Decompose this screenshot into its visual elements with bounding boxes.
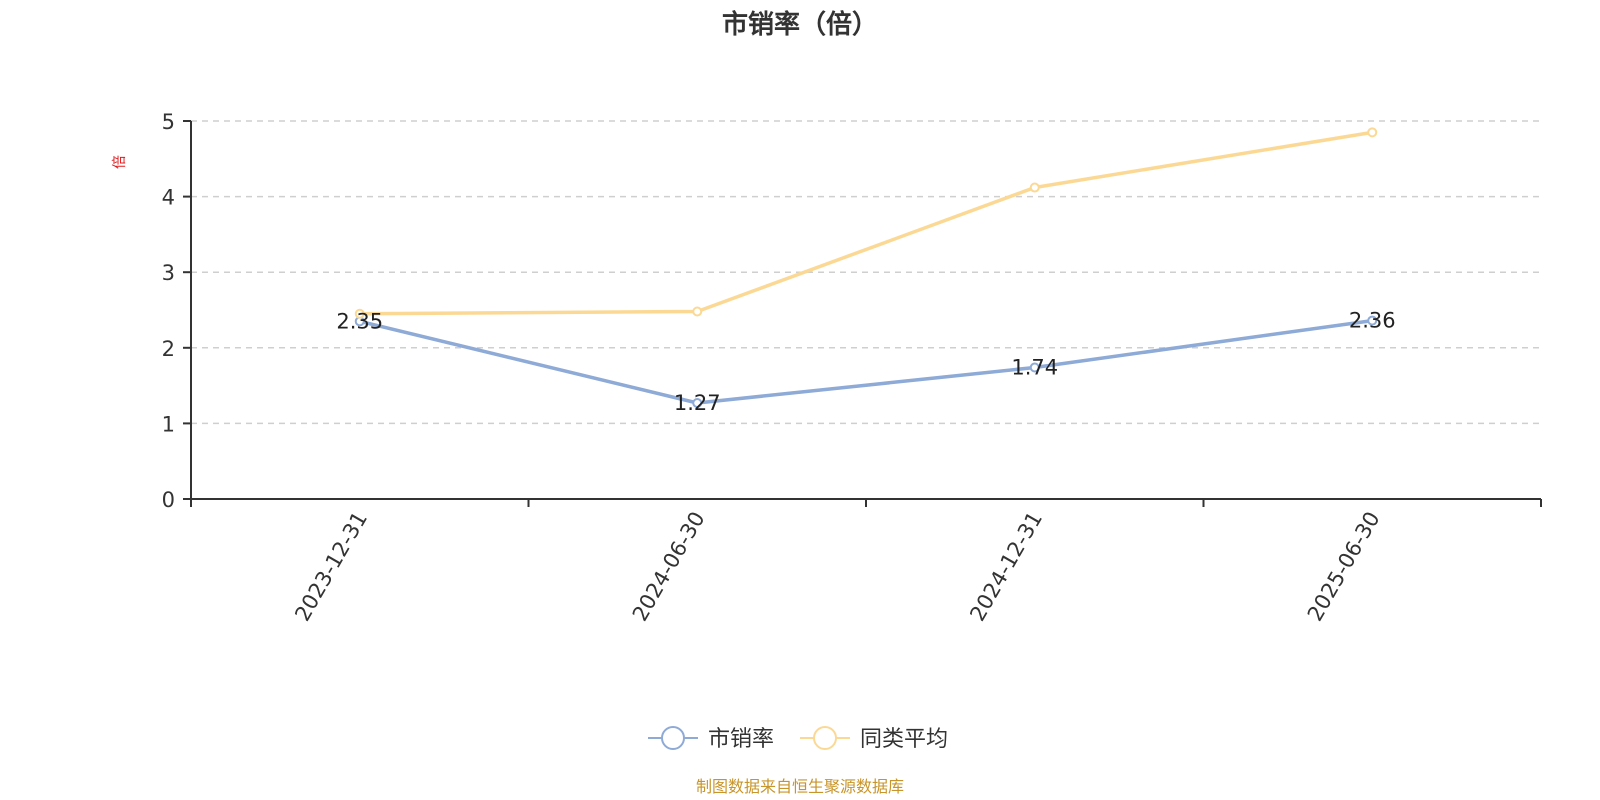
x-tick-label: 2025-06-30 (1303, 508, 1385, 626)
legend: 市销率 同类平均 (648, 726, 948, 752)
y-axis-ticks: 0 1 2 3 4 5 (162, 110, 191, 512)
y-tick-label: 2 (162, 337, 175, 361)
legend-marker (661, 726, 685, 750)
source-note: 制图数据来自恒生聚源数据库 (696, 777, 904, 796)
data-label: 2.36 (1349, 309, 1396, 333)
y-axis-unit-label: 倍 (112, 155, 128, 169)
data-label: 2.35 (336, 309, 383, 333)
data-label: 1.74 (1011, 355, 1058, 379)
data-point (1029, 362, 1040, 373)
axes (190, 121, 1541, 500)
y-tick-label: 1 (162, 412, 175, 436)
legend-marker (813, 726, 837, 750)
series-line (359, 318, 1373, 405)
data-labels: 2.35 1.27 1.74 2.36 (336, 309, 1395, 415)
y-tick-label: 5 (162, 110, 175, 134)
data-point (1029, 182, 1040, 193)
data-point (1367, 315, 1378, 326)
x-axis-ticks: 2023-12-31 2024-06-30 2024-12-31 2025-06-30 (190, 499, 1542, 626)
y-tick-label: 0 (162, 488, 175, 512)
y-tick-label: 3 (162, 261, 175, 285)
x-tick-label: 2023-12-31 (290, 508, 372, 626)
data-point (692, 397, 703, 408)
legend-item-label[interactable]: 同类平均 (860, 727, 948, 752)
data-label: 1.27 (674, 391, 721, 415)
legend-item-label[interactable]: 市销率 (708, 727, 774, 752)
data-point (1367, 127, 1378, 138)
y-tick-label: 4 (162, 186, 175, 210)
series-line (359, 130, 1373, 316)
x-tick-label: 2024-12-31 (965, 508, 1047, 626)
series-layer (354, 127, 1378, 408)
x-tick-label: 2024-06-30 (628, 508, 710, 626)
grid-lines (191, 120, 1541, 425)
data-point (354, 308, 365, 319)
chart-title: 市销率（倍） (722, 9, 878, 40)
data-point (692, 306, 703, 317)
